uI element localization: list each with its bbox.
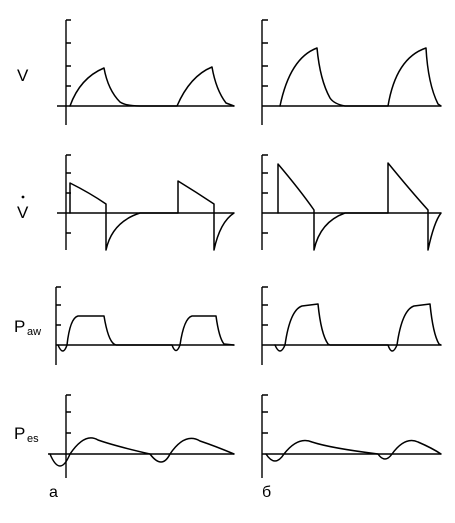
row-label-esophageal-pressure-sub: es xyxy=(27,433,39,445)
flow-dot-mark xyxy=(21,195,25,199)
panel-b-esophageal-pressure-axes xyxy=(261,394,441,478)
row-label-flow-text: V xyxy=(17,203,29,222)
panel-a-volume-axes xyxy=(57,19,234,125)
panel-a-flow-plot xyxy=(57,154,235,251)
row-label-flow: V xyxy=(17,195,29,222)
panel-b-flow-axes xyxy=(261,154,441,250)
panel-a-esophageal-pressure-plot xyxy=(48,394,235,478)
panel-a-flow-axes xyxy=(57,154,234,250)
row-label-esophageal-pressure: P es xyxy=(14,424,39,445)
panel-b-flow-plot xyxy=(261,154,442,251)
row-label-airway-pressure-sub: aw xyxy=(27,326,41,338)
panel-a-esophageal-pressure-trace xyxy=(49,437,235,467)
panel-label-b: б xyxy=(262,484,271,501)
panel-a-airway-pressure-plot xyxy=(55,286,235,365)
panel-b-airway-pressure-plot xyxy=(261,286,442,365)
panel-b-volume-axes xyxy=(261,19,441,125)
row-label-airway-pressure-main: P xyxy=(14,317,25,336)
panel-b-volume-plot xyxy=(261,19,442,125)
panel-a-esophageal-pressure-axes xyxy=(48,394,234,478)
panel-label-a: а xyxy=(49,484,58,501)
panel-a-airway-pressure-axes xyxy=(55,286,234,365)
panel-b-airway-pressure-trace xyxy=(274,303,442,352)
panel-b-esophageal-pressure-plot xyxy=(261,394,442,478)
row-label-esophageal-pressure-main: P xyxy=(14,424,25,443)
panel-a-flow-trace xyxy=(69,180,235,251)
panel-b-esophageal-pressure-trace xyxy=(265,439,442,462)
panel-b-volume-trace xyxy=(279,47,442,107)
row-label-volume: V xyxy=(17,66,29,85)
row-label-airway-pressure: P aw xyxy=(14,317,41,338)
panel-a xyxy=(48,19,235,478)
panel-b xyxy=(261,19,442,478)
panel-a-airway-pressure-trace xyxy=(57,315,235,352)
panel-a-volume-plot xyxy=(57,19,235,125)
panel-b-flow-trace xyxy=(277,162,442,251)
panel-a-volume-trace xyxy=(69,66,235,107)
